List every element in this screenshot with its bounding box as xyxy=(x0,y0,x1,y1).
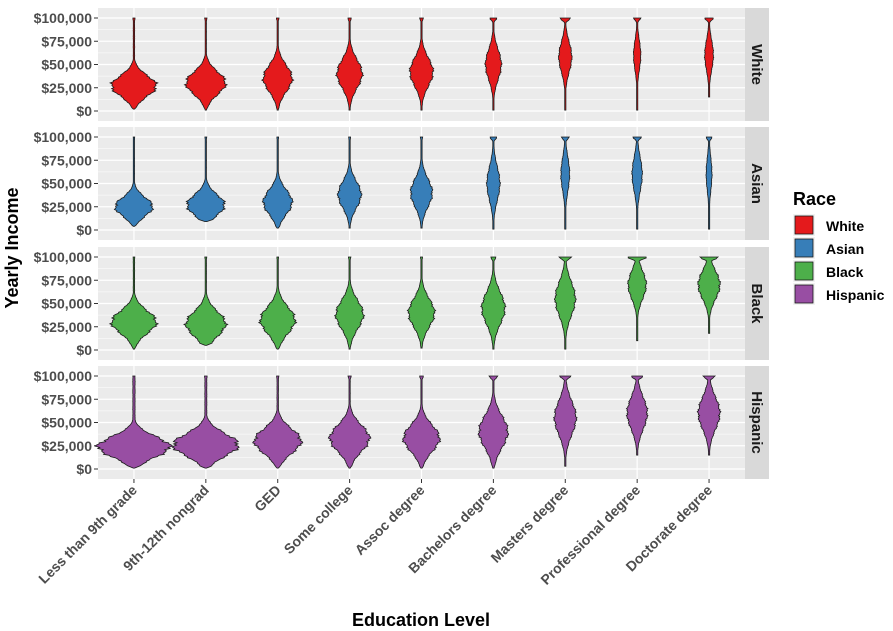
violin-hispanic-9 xyxy=(696,375,722,456)
y-tick-label: $25,000 xyxy=(41,438,92,454)
violin-white-4 xyxy=(335,17,365,111)
legend-title: Race xyxy=(793,189,836,209)
x-tick-label: GED xyxy=(251,482,284,515)
violin-black-7 xyxy=(553,256,577,350)
violin-white-2 xyxy=(183,17,229,111)
y-tick-label: $0 xyxy=(76,103,92,119)
y-tick-label: $0 xyxy=(76,222,92,238)
y-tick-label: $50,000 xyxy=(41,296,92,312)
x-axis-title: Education Level xyxy=(352,610,490,630)
y-tick-label: $25,000 xyxy=(41,199,92,215)
facet-strip xyxy=(745,8,769,121)
y-tick-label: $0 xyxy=(76,342,92,358)
legend: Race White Asian Black Hispanic xyxy=(793,189,885,305)
violin-black-9 xyxy=(697,256,722,334)
violin-black-4 xyxy=(333,256,366,350)
facet-asian: $0 $25,000 $50,000 $75,000 $100,000 Asian xyxy=(34,127,769,240)
x-tick-label: Assoc degree xyxy=(351,482,427,558)
y-tick-label: $100,000 xyxy=(34,129,93,145)
facet-strip-label: Asian xyxy=(748,163,765,204)
y-tick-label: $25,000 xyxy=(41,319,92,335)
legend-key-hispanic xyxy=(794,284,814,304)
violin-hispanic-1 xyxy=(94,375,174,469)
legend-label-hispanic: Hispanic xyxy=(826,287,885,303)
violin-black-5 xyxy=(406,256,437,349)
violin-white-8 xyxy=(632,17,642,111)
y-tick-label: $50,000 xyxy=(41,415,92,431)
y-tick-label: $50,000 xyxy=(41,57,92,73)
legend-key-white xyxy=(794,215,814,235)
violin-hispanic-7 xyxy=(552,375,578,467)
x-tick-label: Less than 9th grade xyxy=(35,482,140,587)
violin-asian-9 xyxy=(705,136,713,230)
violin-white-3 xyxy=(261,17,295,111)
legend-key-asian xyxy=(794,238,814,258)
violin-black-3 xyxy=(257,256,298,350)
violin-hispanic-3 xyxy=(252,375,304,469)
y-tick-label: $100,000 xyxy=(34,10,93,26)
violin-white-7 xyxy=(557,17,573,111)
violin-hispanic-2 xyxy=(172,375,240,469)
violin-asian-4 xyxy=(336,136,363,229)
facet-hispanic: $0 $25,000 $50,000 $75,000 $100,000 Hispanic xyxy=(34,366,769,479)
violin-white-1 xyxy=(109,17,159,110)
violin-hispanic-5 xyxy=(401,375,442,469)
facet-strip-label: Black xyxy=(748,283,765,324)
violin-white-9 xyxy=(703,17,715,98)
violin-asian-1 xyxy=(113,136,155,227)
facet-panels: $0 $25,000 $50,000 $75,000 $100,000 White $0 $2… xyxy=(34,8,769,588)
violin-black-1 xyxy=(108,256,160,350)
violin-white-5 xyxy=(408,17,435,111)
facet-black: $0 $25,000 $50,000 $75,000 $100,000 Black xyxy=(34,247,769,360)
violin-asian-7 xyxy=(560,136,571,230)
x-tick-label: Some college xyxy=(281,482,356,557)
y-tick-label: $75,000 xyxy=(41,152,92,168)
facet-strip-label: White xyxy=(748,44,765,85)
y-axis-title: Yearly Income xyxy=(2,187,22,308)
legend-label-black: Black xyxy=(826,264,864,280)
violin-asian-2 xyxy=(185,136,227,222)
legend-key-black xyxy=(794,261,814,281)
violin-asian-6 xyxy=(485,136,502,230)
y-tick-label: $100,000 xyxy=(34,368,93,384)
y-tick-label: $0 xyxy=(76,461,92,477)
legend-label-white: White xyxy=(826,218,864,234)
violin-black-6 xyxy=(480,256,507,350)
y-tick-label: $75,000 xyxy=(41,33,92,49)
facet-strip xyxy=(745,366,769,479)
violin-hispanic-8 xyxy=(625,375,649,456)
facet-white: $0 $25,000 $50,000 $75,000 $100,000 White xyxy=(34,8,769,121)
facet-strip-label: Hispanic xyxy=(748,391,765,454)
violin-black-8 xyxy=(626,256,648,342)
facet-strip xyxy=(745,127,769,240)
y-tick-label: $100,000 xyxy=(34,249,93,265)
violin-white-6 xyxy=(484,17,503,111)
legend-label-asian: Asian xyxy=(826,241,864,257)
y-tick-label: $25,000 xyxy=(41,80,92,96)
violin-black-2 xyxy=(183,256,229,346)
violin-hispanic-6 xyxy=(477,375,510,469)
violin-hispanic-4 xyxy=(327,375,372,469)
violin-asian-5 xyxy=(409,136,434,229)
y-tick-label: $50,000 xyxy=(41,176,92,192)
y-tick-label: $75,000 xyxy=(41,391,92,407)
x-tick-label: Masters degree xyxy=(487,482,571,566)
violin-asian-8 xyxy=(631,136,644,230)
facet-strip xyxy=(745,247,769,360)
y-tick-label: $75,000 xyxy=(41,272,92,288)
violin-asian-3 xyxy=(261,136,294,229)
